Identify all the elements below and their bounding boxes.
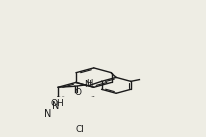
- Text: N: N: [84, 80, 91, 89]
- Text: Cl: Cl: [75, 125, 84, 134]
- Text: N: N: [44, 109, 52, 119]
- Text: H: H: [86, 79, 93, 88]
- Text: N: N: [52, 101, 60, 111]
- Text: OH: OH: [50, 99, 64, 108]
- Text: O: O: [75, 88, 82, 97]
